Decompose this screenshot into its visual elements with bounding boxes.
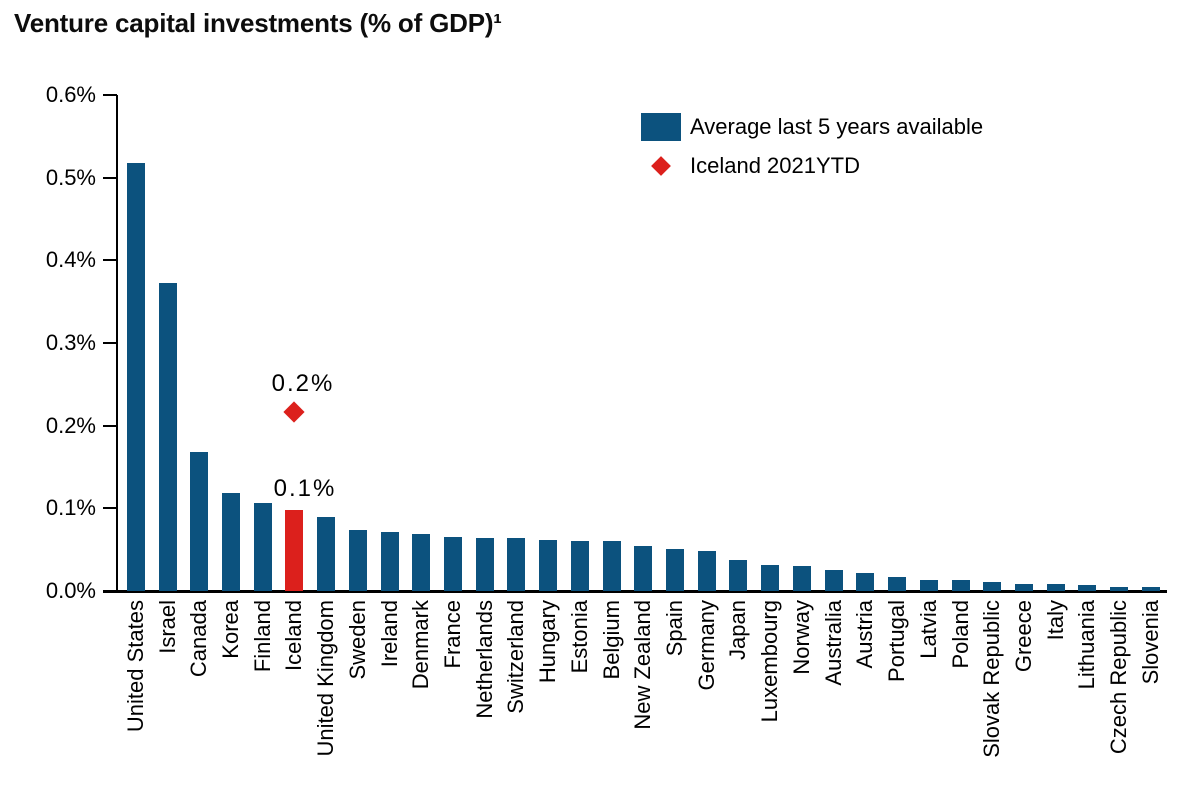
x-axis-label-new-zealand: New Zealand	[630, 600, 656, 730]
legend-item-iceland: Iceland 2021YTD	[641, 151, 983, 181]
x-axis-label-israel: Israel	[154, 600, 180, 654]
y-axis-tick	[103, 507, 117, 510]
diamond-icon	[651, 156, 671, 176]
x-axis-label-korea: Korea	[217, 600, 243, 659]
chart-title: Venture capital investments (% of GDP)¹	[14, 8, 502, 38]
bar-finland	[253, 502, 272, 591]
bar-ireland	[380, 532, 399, 591]
x-axis-label-united-kingdom: United Kingdom	[313, 600, 339, 757]
bar-swatch-icon	[641, 113, 681, 141]
x-axis-label-finland: Finland	[249, 600, 275, 673]
x-axis-label-norway: Norway	[788, 600, 814, 675]
y-axis-tick	[103, 176, 117, 179]
y-axis-tick-label: 0.2%	[45, 412, 96, 438]
y-axis-tick-label: 0.1%	[45, 495, 96, 521]
x-axis-label-greece: Greece	[1010, 600, 1036, 673]
x-axis-label-switzerland: Switzerland	[503, 600, 529, 714]
bar-austria	[856, 572, 875, 591]
bar-new-zealand	[634, 546, 653, 591]
y-axis-tick-label: 0.0%	[45, 578, 96, 603]
bar-germany	[697, 551, 716, 591]
bar-korea	[221, 493, 240, 591]
bar-latvia	[919, 579, 938, 591]
bar-belgium	[602, 541, 621, 591]
bar-estonia	[570, 540, 589, 591]
x-axis-label-japan: Japan	[725, 600, 751, 660]
x-axis-label-united-states: United States	[122, 600, 148, 733]
x-axis-label-ireland: Ireland	[376, 600, 402, 668]
x-axis-label-slovak-republic: Slovak Republic	[979, 600, 1005, 758]
bar-sweden	[348, 529, 367, 591]
point-value-label: 0.2%	[271, 370, 335, 397]
bar-portugal	[888, 576, 907, 591]
x-axis-label-belgium: Belgium	[598, 600, 624, 680]
bar-canada	[190, 452, 209, 591]
x-axis-label-hungary: Hungary	[535, 600, 561, 684]
bar-japan	[729, 560, 748, 591]
x-axis-label-netherlands: Netherlands	[471, 600, 497, 719]
bar-luxembourg	[761, 565, 780, 591]
bar-greece	[1014, 583, 1033, 591]
x-axis-label-canada: Canada	[186, 600, 212, 678]
y-axis-tick-label: 0.6%	[45, 82, 96, 107]
y-axis-tick-label: 0.5%	[45, 164, 96, 190]
bar-denmark	[412, 533, 431, 591]
bar-poland	[951, 580, 970, 591]
y-axis-tick	[103, 259, 117, 262]
x-axis-label-australia: Australia	[820, 600, 846, 686]
x-axis-label-portugal: Portugal	[884, 600, 910, 682]
iceland-2021ytd-diamond-marker	[283, 401, 305, 424]
x-axis-label-iceland: Iceland	[281, 600, 307, 671]
x-axis-label-czech-republic: Czech Republic	[1106, 600, 1132, 755]
x-axis-label-lithuania: Lithuania	[1074, 600, 1100, 690]
bar-switzerland	[507, 538, 526, 591]
bar-czech-republic	[1110, 586, 1129, 591]
x-axis-label-italy: Italy	[1042, 600, 1068, 641]
bar-hungary	[539, 539, 558, 591]
legend-item-average: Average last 5 years available	[641, 112, 983, 142]
x-axis-label-spain: Spain	[662, 600, 688, 657]
bar-iceland	[285, 509, 304, 591]
bar-spain	[666, 548, 685, 591]
x-axis-label-latvia: Latvia	[915, 600, 941, 659]
y-axis-line	[116, 95, 118, 592]
bar-israel	[158, 283, 177, 591]
x-axis-label-sweden: Sweden	[344, 600, 370, 680]
bar-italy	[1046, 583, 1065, 591]
y-axis-tick-label: 0.3%	[45, 330, 96, 355]
legend: Average last 5 years available Iceland 2…	[641, 112, 983, 181]
y-axis-tick	[103, 590, 117, 592]
y-axis-tick	[103, 342, 117, 344]
iceland-bar-value-label: 0.1%	[273, 475, 337, 502]
bar-united-kingdom	[317, 517, 336, 591]
x-axis-label-luxembourg: Luxembourg	[757, 600, 783, 723]
x-axis-label-denmark: Denmark	[408, 600, 434, 690]
legend-label-iceland: Iceland 2021YTD	[690, 153, 860, 178]
bar-netherlands	[475, 538, 494, 591]
x-axis-label-france: France	[440, 600, 465, 669]
bar-lithuania	[1078, 585, 1097, 591]
y-axis-tick	[103, 424, 117, 427]
y-axis-tick-label: 0.4%	[45, 247, 96, 273]
legend-label-average: Average last 5 years available	[690, 114, 984, 139]
x-axis-label-germany: Germany	[693, 600, 719, 691]
y-axis-tick	[103, 94, 117, 96]
x-axis-label-austria: Austria	[852, 600, 878, 669]
x-axis-label-estonia: Estonia	[566, 600, 592, 674]
x-axis-label-slovenia: Slovenia	[1137, 600, 1163, 685]
bar-united-states	[126, 162, 145, 591]
bar-france	[444, 537, 462, 591]
x-axis-label-poland: Poland	[947, 600, 973, 669]
x-axis-line	[103, 590, 1167, 593]
bar-norway	[792, 566, 811, 591]
bar-slovak-republic	[983, 581, 1002, 591]
bar-australia	[824, 570, 843, 591]
bar-slovenia	[1141, 586, 1160, 591]
